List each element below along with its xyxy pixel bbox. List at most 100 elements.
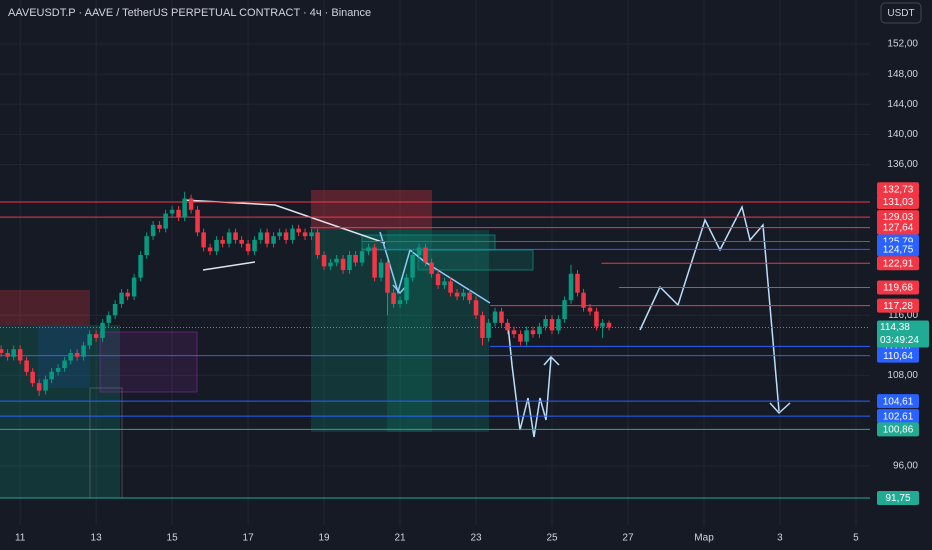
level-label-box: [877, 195, 919, 210]
axes: 152,00 148,00 144,00 140,00 136,00 116,00 108,…: [15, 39, 929, 544]
level-label-box: [877, 256, 919, 271]
level-label: 119,68: [883, 283, 913, 294]
price-axis: [870, 0, 932, 550]
currency[interactable]: USDT: [887, 8, 914, 19]
candle-body: [55, 368, 61, 372]
x-tick-label: 21: [394, 533, 406, 544]
candle-body: [347, 255, 352, 271]
candle-body: [606, 322, 612, 328]
candle-body: [5, 352, 10, 357]
candle-body: [195, 209, 200, 233]
arrow-head: [769, 402, 791, 415]
candle-body: [24, 360, 29, 372]
x-tick-label: 19: [319, 533, 331, 544]
candle-body: [549, 319, 555, 331]
level-label: 91,75: [885, 493, 910, 504]
candle-body: [581, 292, 586, 308]
x-tick-label: Мар: [694, 533, 714, 544]
candle-body: [150, 224, 156, 237]
candle-body: [277, 232, 282, 237]
candle-body: [359, 251, 365, 263]
candle-body: [252, 239, 257, 252]
candle-body: [328, 262, 333, 267]
candle-body: [239, 239, 244, 244]
levels: [0, 201, 870, 499]
y-tick-label: 140,00: [887, 129, 918, 140]
candle-body: [93, 334, 99, 338]
reward-zone: [311, 230, 489, 432]
y-tick-label: 96,00: [893, 461, 918, 472]
candle-body: [543, 319, 548, 327]
candle-body: [404, 277, 409, 301]
level-label: 104,61: [883, 396, 914, 407]
risk-zone: [311, 190, 432, 230]
risk-zone: [0, 290, 90, 325]
candle-body: [106, 315, 111, 323]
candle-body: [30, 371, 35, 384]
x-tick-label: 11: [15, 533, 26, 544]
candle-body: [131, 277, 137, 297]
y-tick-label: 136,00: [887, 159, 918, 170]
candle-body: [81, 345, 86, 357]
candle-body: [144, 236, 149, 256]
candle-body: [302, 232, 308, 237]
x-tick-label: 27: [622, 533, 634, 544]
currency-button[interactable]: [880, 2, 922, 24]
forecast-path: [639, 204, 780, 412]
candle-body: [321, 255, 327, 267]
purple-zone: [99, 331, 198, 393]
level-label: 125,79: [883, 237, 914, 248]
candle-body: [473, 300, 479, 316]
level-label-box: [877, 298, 919, 313]
candle-body: [176, 209, 181, 218]
candle-body: [188, 198, 194, 210]
level-label-box: [877, 182, 919, 197]
level-label: 129,03: [883, 212, 914, 223]
level-label-box: [877, 348, 919, 363]
candle-body: [43, 379, 48, 391]
candle-body: [556, 319, 561, 331]
candle-body: [169, 209, 175, 214]
candle-body: [372, 247, 377, 278]
level-label: 100,86: [883, 425, 914, 436]
candle-body: [575, 273, 580, 293]
candle-body: [423, 247, 428, 263]
y-tick-label: 108,00: [887, 370, 918, 381]
last-price-box: [877, 320, 929, 348]
x-tick-label: 13: [91, 533, 103, 544]
candle-body: [245, 243, 251, 252]
candle-body: [397, 300, 403, 304]
x-tick-label: 25: [546, 533, 558, 544]
candle-body: [119, 292, 124, 304]
candle-body: [68, 352, 73, 361]
x-tick-label: 5: [853, 533, 859, 544]
candle-body: [138, 255, 143, 278]
candle-body: [11, 349, 16, 357]
level-label-box: [877, 280, 919, 295]
candle-body: [220, 239, 225, 244]
candle-body: [568, 273, 574, 301]
candle-body: [87, 334, 92, 346]
level-label-box: [877, 422, 919, 437]
candle-body: [454, 292, 460, 297]
grid: [0, 0, 870, 525]
candle-body: [511, 330, 517, 335]
y-tick-label: 152,00: [887, 39, 918, 50]
candle-body: [233, 232, 238, 240]
chart-title: AAVEUSDT.P · AAVE / TetherUS PERPETUAL C…: [8, 7, 371, 19]
candle-body: [391, 292, 396, 304]
candle-body: [271, 236, 276, 244]
candle-body: [309, 232, 314, 237]
candle-body: [435, 273, 441, 286]
candle-body: [157, 224, 162, 229]
candle-body: [524, 330, 529, 342]
candle-body: [258, 232, 263, 240]
candle-body: [214, 239, 219, 252]
candle-body: [283, 232, 289, 240]
candle-body: [201, 232, 206, 248]
y-tick-label: 144,00: [887, 99, 918, 110]
candle-body: [562, 300, 567, 320]
candle-body: [340, 258, 346, 271]
time-axis: [0, 525, 932, 550]
level-label: 122,91: [883, 258, 914, 269]
